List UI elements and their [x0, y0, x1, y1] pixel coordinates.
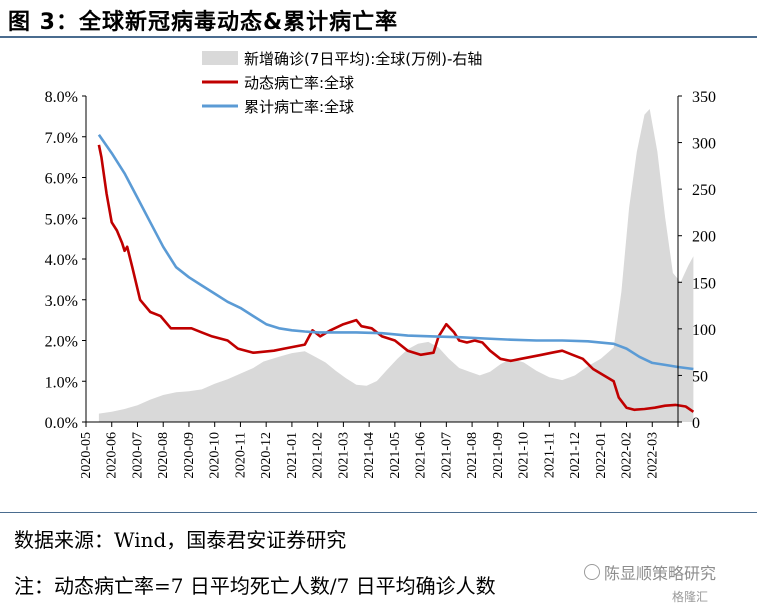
x-tick-label: 2021-02: [311, 432, 326, 479]
x-tick-label: 2020-10: [208, 432, 223, 479]
y-right-tick-label: 0: [692, 415, 700, 432]
watermark: 陈显顺策略研究: [584, 560, 716, 584]
x-tick-label: 2021-11: [542, 432, 557, 478]
x-tick-label: 2022-02: [620, 432, 635, 479]
series-line-dynamic-fatality: [97, 144, 695, 413]
x-tick-label: 2022-03: [645, 432, 660, 479]
source-text: 数据来源：Wind，国泰君安证券研究: [14, 528, 347, 552]
x-tick-label: 2020-12: [259, 432, 274, 479]
x-tick-label: 2020-06: [105, 432, 120, 479]
y-left-tick-label: 6.0%: [45, 171, 78, 188]
x-tick-label: 2021-10: [517, 432, 532, 479]
y-left-tick-label: 5.0%: [45, 211, 78, 228]
x-tick-label: 2021-08: [465, 432, 480, 479]
y-left-tick-label: 2.0%: [45, 334, 78, 351]
y-right-tick-label: 300: [692, 136, 716, 153]
x-tick-label: 2021-07: [439, 432, 454, 479]
y-left-tick-label: 3.0%: [45, 293, 78, 310]
x-tick-label: 2021-06: [414, 432, 429, 479]
note-text: 注：动态病亡率=7 日平均死亡人数/7 日平均确诊人数: [14, 574, 496, 598]
figure-title: 图 3：全球新冠病毒动态&累计病亡率: [8, 10, 399, 35]
y-right-tick-label: 100: [692, 322, 716, 339]
sublogo: 格隆汇: [672, 590, 709, 604]
y-right-tick-label: 250: [692, 182, 716, 199]
x-tick-label: 2020-09: [182, 432, 197, 479]
y-left-tick-label: 8.0%: [45, 89, 78, 106]
legend-swatch-area: [202, 51, 238, 65]
x-tick-label: 2021-04: [362, 432, 377, 479]
x-tick-label: 2021-03: [336, 432, 351, 479]
y-right-tick-label: 150: [692, 275, 716, 292]
series-line-cumulative-fatality: [97, 133, 694, 371]
x-tick-label: 2020-08: [156, 432, 171, 479]
x-tick-label: 2021-01: [285, 432, 300, 479]
y-right-tick-label: 350: [692, 89, 716, 106]
y-left-tick-label: 4.0%: [45, 252, 78, 269]
title-bar: 图 3：全球新冠病毒动态&累计病亡率: [0, 0, 757, 38]
x-tick-label: 2021-12: [568, 432, 583, 479]
x-tick-label: 2022-01: [594, 432, 609, 479]
footer-rule: [0, 512, 757, 513]
x-tick-label: 2021-05: [388, 432, 403, 479]
legend-label: 新增确诊(7日平均):全球(万例)-右轴: [244, 50, 482, 68]
legend-label: 动态病亡率:全球: [244, 74, 354, 92]
legend-label: 累计病亡率:全球: [244, 98, 354, 116]
series-area-new-cases: [98, 109, 694, 422]
x-tick-label: 2020-07: [130, 432, 145, 479]
x-tick-label: 2020-05: [79, 432, 94, 479]
y-right-tick-label: 200: [692, 229, 716, 246]
y-left-tick-label: 0.0%: [45, 415, 78, 432]
x-tick-label: 2021-09: [491, 432, 506, 479]
x-tick-label: 2020-11: [233, 432, 248, 478]
wechat-icon: [584, 564, 600, 580]
covid-chart: 0.0% 1.0% 2.0% 3.0% 4.0% 5.0% 6.0% 7.0% 8.0% 0 50 1…: [45, 50, 716, 479]
y-left-tick-label: 1.0%: [45, 374, 78, 391]
y-left-tick-label: 7.0%: [45, 130, 78, 147]
watermark-text: 陈显顺策略研究: [604, 564, 717, 583]
y-right-tick-label: 50: [692, 368, 708, 385]
